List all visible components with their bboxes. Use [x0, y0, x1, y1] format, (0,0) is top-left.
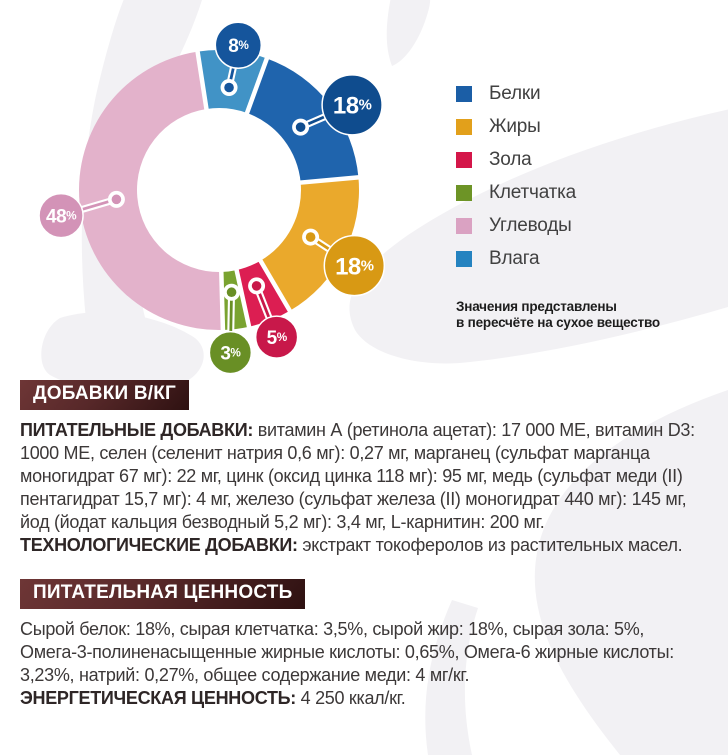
legend-label-kletchatka: Клетчатка [489, 182, 577, 203]
donut-gap-line [256, 256, 294, 316]
section-title-additives: ДОБАВКИ В/КГ [20, 380, 189, 410]
percentage-bubble-uglevody [38, 192, 84, 239]
legend-item-uglevody: Углеводы [456, 215, 660, 236]
callout-dot-zola [251, 281, 262, 291]
legend-swatch-vlaga [456, 251, 472, 267]
swirl-bottom-center [425, 600, 478, 755]
energy-value-text: 4 250 ккал/кг. [295, 687, 406, 708]
legend-item-zola: Зола [456, 149, 660, 170]
technological-additives-paragraph: ТЕХНОЛОГИЧЕСКИЕ ДОБАВКИ: экстракт токофе… [20, 534, 708, 557]
legend-label-zhiry: Жиры [489, 116, 541, 137]
donut-chart: 18% 18% 5% 3% 48% 8% [38, 21, 386, 375]
callout-dot-uglevody [111, 194, 122, 205]
bubble-label-vlaga: 8% [228, 36, 249, 57]
legend-swatch-zola [456, 152, 472, 168]
nutrition-values-text: Сырой белок: 18%, сырая клетчатка: 3,5%,… [20, 618, 674, 685]
callout-dot-zhiry [305, 232, 316, 242]
energy-value-paragraph: ЭНЕРГЕТИЧЕСКАЯ ЦЕННОСТЬ: 4 250 ккал/кг. [20, 687, 708, 710]
chart-legend: Белки Жиры Зола Клетчатка Углеводы Влага Значе… [456, 83, 660, 331]
legend-swatch-uglevody [456, 218, 472, 234]
legend-item-zhiry: Жиры [456, 116, 660, 137]
donut-gaps [194, 47, 363, 335]
nutritional-additives-text: витамин А (ретинола ацетат): 17 000 МЕ, … [20, 419, 695, 532]
nutritional-additives-lead: ПИТАТЕЛЬНЫЕ ДОБАВКИ: [20, 419, 254, 440]
nutrition-values-paragraph: Сырой белок: 18%, сырая клетчатка: 3,5%,… [20, 618, 708, 687]
donut-slice-uglevody [79, 51, 223, 331]
percentage-bubble-zola [254, 315, 299, 359]
legend-label-uglevody: Углеводы [489, 215, 572, 236]
callout-dot-belki [295, 122, 306, 132]
legend-label-vlaga: Влага [489, 248, 540, 269]
swirl-top-center [386, 0, 431, 66]
donut-bubbles: 18% 18% 5% 3% 48% 8% [38, 21, 386, 375]
technological-additives-text: экстракт токоферолов из растительных мас… [297, 534, 683, 555]
content: ДОБАВКИ В/КГ ПИТАТЕЛЬНЫЕ ДОБАВКИ: витами… [0, 380, 728, 710]
energy-value-lead: ЭНЕРГЕТИЧЕСКАЯ ЦЕННОСТЬ: [20, 687, 296, 708]
chart-note: Значения представлены в пересчёте на сухо… [456, 299, 660, 331]
legend-swatch-kletchatka [456, 185, 472, 201]
bubble-label-belki: 18% [333, 93, 372, 120]
legend-swatch-zhiry [456, 119, 472, 135]
legend-swatch-belki [456, 86, 472, 102]
percentage-bubble-zhiry [323, 234, 386, 297]
legend-label-belki: Белки [489, 83, 541, 104]
bubble-label-zola: 5% [267, 328, 288, 349]
technological-additives-lead: ТЕХНОЛОГИЧЕСКИЕ ДОБАВКИ: [20, 534, 298, 555]
donut-gap-line [194, 47, 210, 114]
swirl-right-leaf [349, 109, 728, 364]
swirl-bottom-left [41, 312, 204, 392]
swirl-bottom-right [534, 390, 728, 755]
percentage-bubble-kletchatka [208, 330, 253, 375]
chart-note-line: в пересчёте на сухое вещество [456, 314, 660, 330]
section-additives-header-row: ДОБАВКИ В/КГ [20, 380, 708, 410]
chart-block: 18% 18% 5% 3% 48% 8% Белки Жиры Зола Клетчатка Уг… [38, 21, 660, 375]
chart-note-line: Значения представлены [456, 299, 617, 314]
bubble-label-zhiry: 18% [335, 253, 374, 280]
bubble-label-kletchatka: 3% [220, 343, 241, 364]
callout-dot-kletchatka [226, 287, 237, 298]
callout-dot-vlaga [224, 82, 234, 93]
legend-item-belki: Белки [456, 83, 660, 104]
donut-gap-line [233, 265, 253, 332]
percentage-bubble-belki [321, 74, 383, 136]
legend-item-vlaga: Влага [456, 248, 660, 269]
donut-gap-line [296, 174, 363, 186]
donut-slices [79, 50, 360, 331]
section-title-nutrition: ПИТАТЕЛЬНАЯ ЦЕННОСТЬ [20, 578, 306, 609]
donut-gap-line [218, 267, 226, 335]
percentage-bubble-vlaga [214, 21, 263, 70]
donut-gap-line [243, 53, 271, 118]
swirl-top-left [81, 0, 202, 385]
nutritional-additives-paragraph: ПИТАТЕЛЬНЫЕ ДОБАВКИ: витамин А (ретинола… [20, 419, 708, 534]
bubble-label-uglevody: 48% [46, 206, 77, 227]
legend-label-zola: Зола [489, 149, 532, 170]
section-nutrition-header-row: ПИТАТЕЛЬНАЯ ЦЕННОСТЬ [20, 578, 708, 609]
legend-item-kletchatka: Клетчатка [456, 182, 660, 203]
